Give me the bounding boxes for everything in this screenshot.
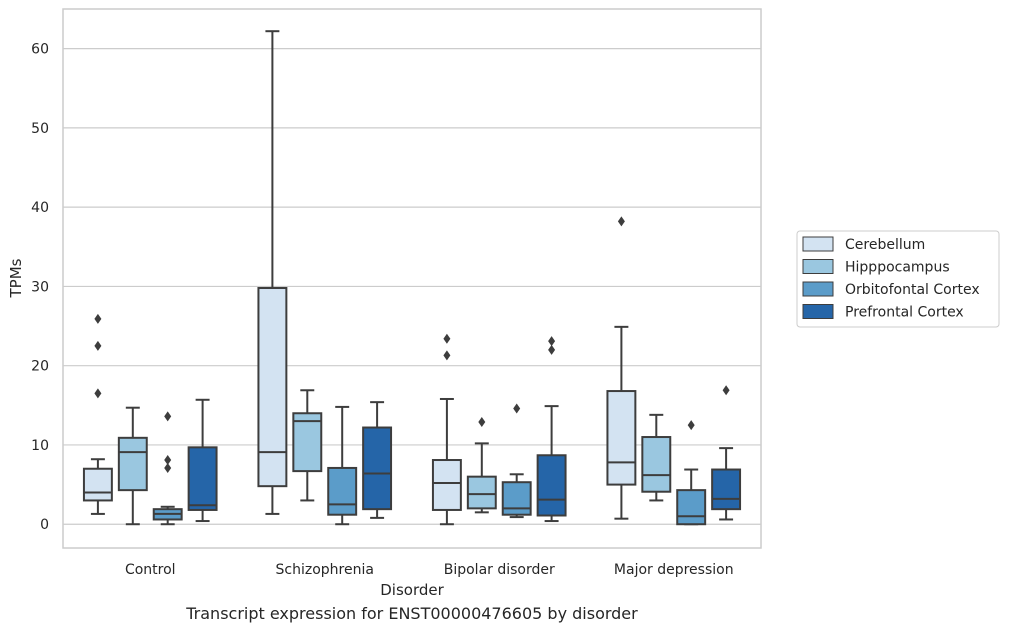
outlier-point <box>164 411 172 422</box>
box-iqr <box>431 459 462 511</box>
x-tick-label: Schizophrenia <box>276 562 374 578</box>
box-1-3 <box>362 401 393 519</box>
box-2-3 <box>536 336 567 523</box>
box-iqr <box>82 467 113 502</box>
y-axis-label: TPMs <box>7 258 25 298</box>
box-iqr <box>641 436 672 493</box>
y-tick-label: 10 <box>31 438 49 454</box>
legend: Cerebellum Hipppocampus Orbitofontal Corte… <box>796 230 1000 328</box>
outlier-point <box>548 336 556 347</box>
box-0-0 <box>82 313 113 515</box>
outlier-point <box>548 344 556 355</box>
outlier-point <box>513 403 521 414</box>
outlier-point <box>617 216 625 227</box>
box-iqr <box>327 466 358 516</box>
box-0-1 <box>117 406 148 526</box>
outlier-point <box>94 340 102 351</box>
outlier-point <box>94 388 102 399</box>
legend-swatch <box>802 236 834 252</box>
x-tick-label: Bipolar disorder <box>444 562 555 578</box>
legend-label: Cerebellum <box>845 237 925 253</box>
outlier-point <box>722 385 730 396</box>
box-iqr <box>536 454 567 517</box>
box-1-0 <box>257 30 288 515</box>
outlier-point <box>478 416 486 427</box>
box-iqr <box>501 481 532 516</box>
box-iqr <box>117 436 148 492</box>
box-3-3 <box>711 385 742 521</box>
box-iqr <box>292 412 323 473</box>
box-2-1 <box>466 416 497 514</box>
y-tick-label: 0 <box>40 517 49 533</box>
box-0-3 <box>187 398 218 523</box>
box-1-1 <box>292 389 323 502</box>
legend-label: Prefrontal Cortex <box>845 305 964 321</box>
legend-swatch <box>802 259 834 274</box>
outlier-point <box>687 420 695 431</box>
box-0-2 <box>152 411 183 526</box>
box-iqr <box>606 390 637 486</box>
outlier-point <box>443 333 451 344</box>
legend-label: Hipppocampus <box>845 260 950 276</box>
x-tick-label: Major depression <box>614 562 734 578</box>
box-series <box>82 30 742 526</box>
x-tick-labels: Control Schizophrenia Bipolar disorder Majo… <box>125 562 734 578</box>
box-iqr <box>676 489 707 526</box>
box-iqr <box>187 446 218 511</box>
box-iqr <box>466 475 497 510</box>
outlier-point <box>443 350 451 361</box>
box-iqr <box>711 468 742 511</box>
figure-caption: Transcript expression for ENST0000047660… <box>186 604 638 623</box>
legend-frame <box>796 230 1000 328</box>
y-tick-label: 60 <box>31 42 49 58</box>
y-tick-label: 30 <box>31 279 49 295</box>
x-tick-label: Control <box>125 562 176 578</box>
outlier-point <box>94 313 102 324</box>
box-1-2 <box>327 405 358 526</box>
y-tick-label: 50 <box>31 121 49 137</box>
legend-label: Orbitofontal Cortex <box>845 282 980 298</box>
box-iqr <box>257 287 288 488</box>
box-2-2 <box>501 403 532 519</box>
legend-swatch <box>802 304 834 319</box>
x-axis-label: Disorder <box>380 581 444 599</box>
outlier-point <box>164 462 172 473</box>
outlier-point <box>164 455 172 466</box>
box-3-1 <box>641 413 672 502</box>
legend-swatch <box>802 281 834 297</box>
box-2-0 <box>431 333 462 526</box>
box-3-0 <box>606 216 637 520</box>
box-iqr <box>362 426 393 511</box>
y-tick-label: 40 <box>31 200 49 216</box>
y-tick-label: 20 <box>31 359 49 375</box>
box-3-2 <box>676 420 707 526</box>
y-tick-labels: 0 10 20 30 40 50 60 <box>31 42 49 534</box>
